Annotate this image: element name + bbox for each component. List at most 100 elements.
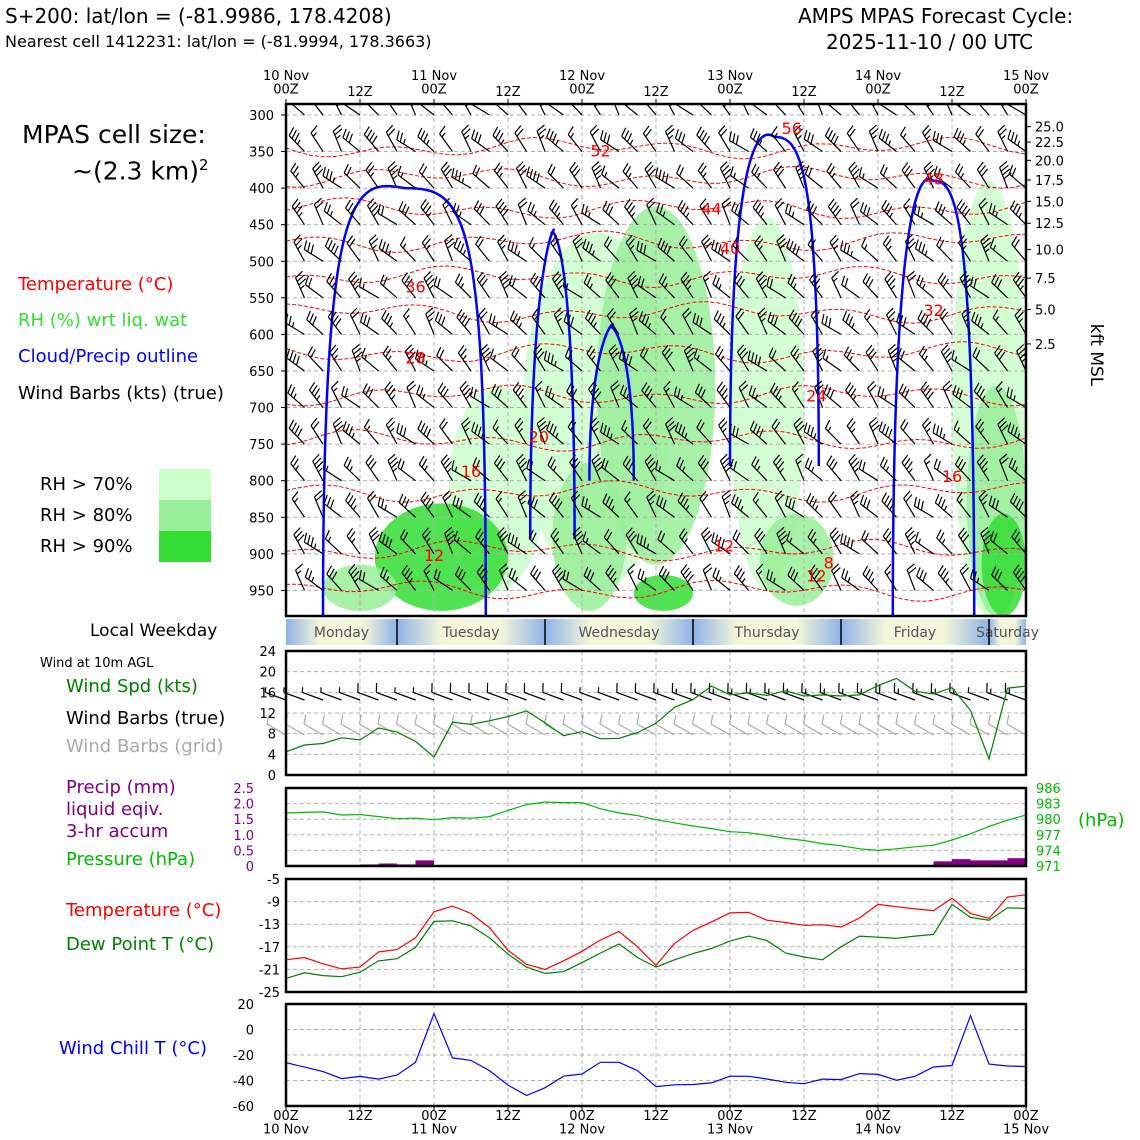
barb-half-flag xyxy=(647,322,651,329)
barb-half-flag xyxy=(795,355,800,361)
wind-barb xyxy=(656,202,675,226)
barb-flag xyxy=(904,526,913,535)
barb-flag xyxy=(586,276,592,287)
barb-flag xyxy=(674,129,680,139)
barb-flag xyxy=(475,235,482,245)
barb-half-flag xyxy=(295,465,300,471)
barb-flag xyxy=(439,125,446,135)
wind-barb xyxy=(882,235,897,262)
wind-barb-true xyxy=(505,682,527,701)
barb-staff xyxy=(729,723,749,736)
barb-flag xyxy=(876,714,880,725)
barb-flag xyxy=(291,129,297,139)
cell-size-exp: 2 xyxy=(199,156,209,174)
barb-staff xyxy=(322,175,342,189)
barb-flag xyxy=(701,527,709,535)
barb-half-flag xyxy=(925,460,931,465)
barb-flag xyxy=(303,714,307,725)
barb-flag xyxy=(924,388,932,397)
wind-barb xyxy=(678,528,694,555)
barb-half-flag xyxy=(300,284,305,290)
barb-staff xyxy=(450,691,472,701)
barb-flag xyxy=(735,532,741,542)
barb-flag xyxy=(270,389,272,398)
barb-half-flag xyxy=(332,177,336,183)
barb-flag xyxy=(309,90,314,98)
wind-barb xyxy=(900,419,916,445)
barb-flag xyxy=(721,538,725,549)
barb-flag xyxy=(422,202,430,211)
wind-barb xyxy=(286,313,305,335)
barb-flag xyxy=(872,424,881,432)
barb-flag xyxy=(420,422,426,433)
rh80-label: RH > 80% xyxy=(40,505,133,526)
barb-flag xyxy=(659,204,664,215)
barb-flag xyxy=(900,350,905,360)
barb-flag xyxy=(272,460,275,469)
barb-staff xyxy=(550,242,564,262)
barb-half-flag xyxy=(612,577,617,583)
barb-staff xyxy=(431,691,453,701)
barb-staff xyxy=(514,132,528,152)
barb-half-flag xyxy=(740,505,744,512)
barb-half-flag xyxy=(518,322,523,328)
barb-flag xyxy=(879,164,885,174)
barb-flag xyxy=(590,315,597,325)
barb-flag xyxy=(386,315,393,325)
barb-half-flag xyxy=(274,243,277,247)
barb-half-flag xyxy=(1000,134,1006,140)
barb-flag xyxy=(846,537,851,547)
wind-barb xyxy=(420,198,435,226)
barb-staff xyxy=(729,140,749,153)
barb-flag xyxy=(1009,492,1016,502)
wind-barb-true xyxy=(875,682,897,701)
barb-flag xyxy=(574,530,583,538)
barb-staff xyxy=(322,468,342,482)
wind-barb xyxy=(877,386,897,409)
barb-flag xyxy=(674,94,676,103)
wind-barb xyxy=(958,527,972,555)
barb-flag xyxy=(401,272,408,281)
barb-flag xyxy=(792,243,797,253)
barb-flag xyxy=(516,453,524,462)
barb-flag xyxy=(304,275,310,285)
barb-staff xyxy=(293,241,306,262)
barb-flag xyxy=(342,94,345,103)
wind-barb xyxy=(303,240,324,262)
barb-flag xyxy=(495,129,501,139)
barb-flag xyxy=(751,163,757,173)
barb-flag xyxy=(978,457,986,466)
barb-flag xyxy=(421,527,429,536)
barb-staff xyxy=(360,321,379,335)
barb-flag xyxy=(459,243,465,253)
barb-half-flag xyxy=(480,538,485,544)
barb-flag xyxy=(389,457,398,465)
cloud-outline xyxy=(588,323,636,481)
barb-flag xyxy=(627,563,636,572)
wind-barb xyxy=(625,234,639,262)
wind-barb xyxy=(774,490,787,518)
barb-flag xyxy=(574,237,583,246)
barb-staff xyxy=(784,723,805,736)
barb-flag xyxy=(423,133,429,143)
barb-flag xyxy=(1015,275,1022,284)
barb-flag xyxy=(502,278,511,286)
wind-barb xyxy=(606,308,620,335)
barb-staff xyxy=(320,691,342,701)
x-tick-label: 00Z 11 Nov xyxy=(411,1109,457,1138)
barb-staff xyxy=(329,351,343,372)
barb-flag xyxy=(447,534,456,542)
wind-barb xyxy=(293,527,306,555)
wind-barb xyxy=(569,161,583,189)
wind-barb-true xyxy=(634,682,657,701)
barb-flag xyxy=(697,386,703,396)
wind-barb xyxy=(613,104,620,116)
barb-half-flag xyxy=(960,173,965,179)
barb-flag xyxy=(953,420,959,430)
barb-staff xyxy=(598,691,620,701)
barb-flag xyxy=(821,714,825,725)
barb-staff xyxy=(286,333,287,335)
y-tick-label: 0.5 xyxy=(233,844,254,859)
